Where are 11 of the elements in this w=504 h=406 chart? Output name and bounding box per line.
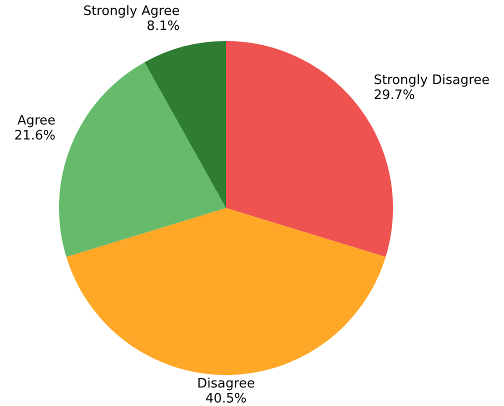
data-label: 40.5%: [205, 392, 247, 406]
slice-label: Agree: [17, 114, 56, 129]
pie-slice: [144, 41, 226, 208]
slice-label: Disagree: [197, 376, 255, 392]
data-label: 8.1%: [146, 19, 180, 34]
slice-label: Strongly Agree: [83, 4, 180, 20]
data-label: 29.7%: [374, 88, 416, 103]
pie-slice: [59, 62, 226, 257]
pie-slice: [66, 208, 386, 375]
data-label: 21.6%: [14, 128, 56, 144]
slice-label: Strongly Disagree: [374, 72, 490, 88]
